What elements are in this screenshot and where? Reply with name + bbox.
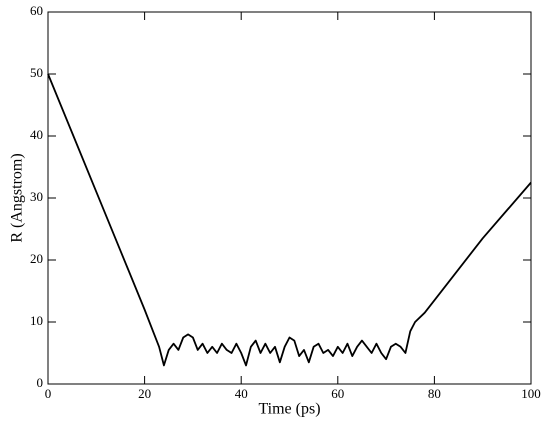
y-tick-label: 0 xyxy=(37,375,44,390)
x-tick-label: 60 xyxy=(331,386,344,401)
x-tick-label: 0 xyxy=(45,386,52,401)
y-tick-label: 50 xyxy=(30,65,43,80)
plot-frame xyxy=(47,11,532,385)
y-axis-label: R (Angstrom) xyxy=(9,153,26,242)
x-tick-label: 80 xyxy=(428,386,441,401)
y-tick-label: 60 xyxy=(30,3,43,18)
y-tick-label: 30 xyxy=(30,189,43,204)
y-tick-label: 20 xyxy=(30,251,43,266)
y-tick-label: 10 xyxy=(30,313,43,328)
data-line xyxy=(47,73,532,367)
x-tick-label: 100 xyxy=(521,386,541,401)
y-tick-label: 40 xyxy=(30,127,43,142)
x-tick-label: 40 xyxy=(235,386,248,401)
x-tick-label: 20 xyxy=(138,386,151,401)
x-axis-label: Time (ps) xyxy=(258,401,320,418)
